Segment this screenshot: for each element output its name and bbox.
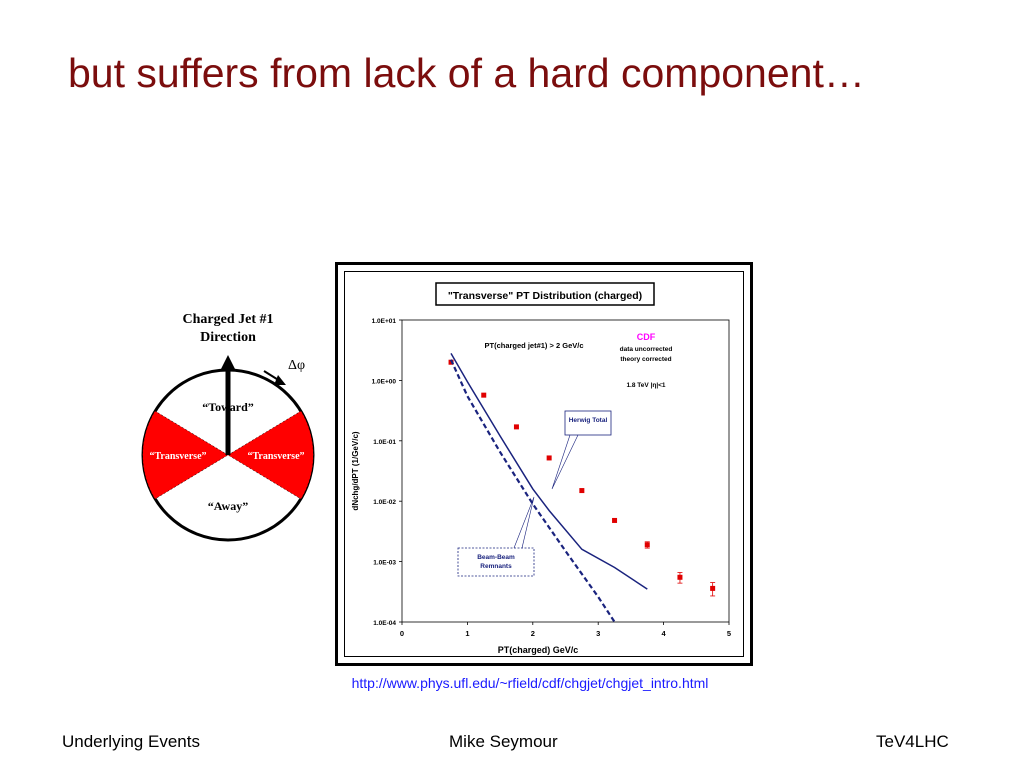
slide-title: but suffers from lack of a hard componen…	[68, 50, 865, 96]
transverse-left-label: “Transverse”	[149, 451, 206, 462]
plot-area	[401, 319, 730, 623]
source-link[interactable]: http://www.phys.ufl.edu/~rfield/cdf/chgj…	[351, 675, 709, 691]
cdf-label: CDF	[637, 332, 656, 342]
herwig-callout-box	[564, 410, 612, 436]
data-point	[481, 392, 487, 398]
y-tick-group: 1.0E-04 1.0E-03 1.0E-02 1.0E-01 1.0E+00 1.0E+…	[372, 318, 402, 627]
diagram-heading-line2: Direction	[200, 330, 256, 345]
footer-author: Mike Seymour	[449, 732, 558, 751]
y-axis-label: dNchg/dPT (1/GeV/c)	[351, 431, 360, 510]
away-label: “Away”	[208, 499, 248, 513]
beam-callout-label2: Remnants	[480, 563, 512, 570]
y-tick-label: 1.0E-01	[373, 439, 396, 446]
series-layer	[448, 353, 716, 623]
jet-region-diagram: Charged Jet #1 Direction Δφ “Toward” “Tr…	[140, 305, 330, 545]
x-axis-label: PT(charged) GeV/c	[498, 645, 579, 655]
beam-callout-label1: Beam-Beam	[477, 554, 515, 561]
data-point	[546, 455, 552, 461]
x-tick-label: 0	[400, 629, 404, 638]
x-tick-label: 2	[531, 629, 535, 638]
herwig-callout-pointer	[551, 434, 579, 490]
diagram-heading-line1: Charged Jet #1	[183, 312, 274, 327]
chart-svg: "Transverse" PT Distribution (charged) 1…	[351, 282, 731, 655]
beam-beam-remnants-line	[449, 359, 616, 623]
chart-title: "Transverse" PT Distribution (charged)	[448, 290, 642, 302]
footer-topic: Underlying Events	[62, 732, 200, 751]
cut-annotation: PT(charged jet#1) > 2 GeV/c	[485, 341, 584, 350]
y-tick-label: 1.0E+01	[372, 318, 397, 325]
y-tick-label: 1.0E-04	[373, 620, 396, 627]
x-tick-label: 1	[465, 629, 469, 638]
data-point	[710, 585, 716, 591]
x-tick-label: 5	[727, 629, 731, 638]
x-tick-group: 0 1 2 3 4 5	[400, 622, 731, 638]
x-tick-label: 3	[596, 629, 600, 638]
footer-event: TeV4LHC	[876, 732, 949, 751]
energy-note: 1.8 TeV |η|<1	[626, 382, 665, 389]
data-point	[677, 574, 683, 580]
delta-phi-label: Δφ	[288, 358, 305, 373]
beam-callout-box	[457, 547, 535, 577]
y-tick-label: 1.0E-02	[373, 499, 396, 506]
transverse-right-label: “Transverse”	[247, 451, 304, 462]
data-point	[513, 424, 519, 430]
y-tick-label: 1.0E-03	[373, 560, 396, 567]
data-point	[579, 488, 585, 494]
beam-callout-pointer	[513, 496, 535, 549]
delta-phi-arrowhead-icon	[274, 375, 286, 385]
y-tick-label: 1.0E+00	[372, 378, 397, 385]
herwig-total-line	[450, 353, 648, 590]
transverse-wedge-right	[227, 410, 314, 500]
data-point	[644, 542, 650, 548]
toward-label: “Toward”	[202, 400, 254, 414]
note-uncorrected: data uncorrected	[620, 346, 673, 353]
chart-inner-border	[344, 271, 744, 657]
x-tick-label: 4	[662, 629, 667, 638]
chart-frame: "Transverse" PT Distribution (charged) 1…	[335, 262, 753, 666]
jet-arrowhead-icon	[220, 355, 236, 371]
herwig-callout-label: Herwig Total	[569, 417, 608, 424]
chart-title-box	[435, 282, 655, 306]
data-point	[612, 517, 618, 523]
transverse-wedge-left	[142, 410, 229, 500]
note-corrected: theory corrected	[620, 356, 671, 363]
